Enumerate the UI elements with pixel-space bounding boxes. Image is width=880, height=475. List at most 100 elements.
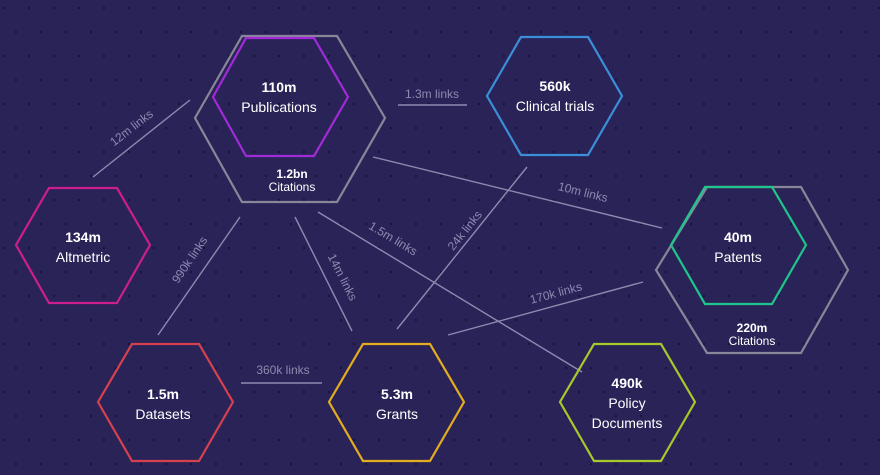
grid-dot [353,103,355,105]
grid-dot [865,79,867,81]
grid-dot [603,7,605,9]
grid-dot [190,271,192,273]
node-grants[interactable]: 5.3m Grants [327,342,466,463]
grid-dot [28,247,30,249]
grid-dot [115,223,117,225]
grid-dot [353,343,355,345]
grid-dot [153,103,155,105]
grid-dot [128,391,130,393]
grid-dot [415,319,417,321]
grid-dot [53,343,55,345]
grid-dot [3,55,5,57]
grid-dot [740,463,742,465]
node-policy-documents[interactable]: 490k Policy Documents [558,342,697,463]
grid-dot [3,199,5,201]
grid-dot [28,151,30,153]
grid-dot [103,247,105,249]
grid-dot [228,247,230,249]
node-publications[interactable]: 110m Publications 1.2bn Citations [193,34,387,204]
grid-dot [565,367,567,369]
grid-dot [340,175,342,177]
grid-dot [265,367,267,369]
edge-label-publications-clinical: 1.3m links [405,87,459,101]
grid-dot [590,415,592,417]
grid-dot [3,151,5,153]
grid-dot [640,319,642,321]
grid-dot [853,439,855,441]
grid-dot [578,343,580,345]
node-altmetric[interactable]: 134m Altmetric [14,186,152,305]
grid-dot [678,103,680,105]
grid-dot [428,247,430,249]
grid-dot [840,271,842,273]
grid-dot [528,199,530,201]
grid-dot [190,415,192,417]
grid-dot [653,55,655,57]
grid-dot [565,271,567,273]
grid-dot [290,31,292,33]
grid-dot [115,175,117,177]
grid-dot [190,127,192,129]
grid-dot [828,343,830,345]
grid-dot [415,223,417,225]
grid-dot [553,247,555,249]
grid-dot [140,463,142,465]
grid-dot [528,391,530,393]
grid-dot [53,7,55,9]
grid-dot [53,151,55,153]
grid-dot [453,439,455,441]
grid-dot [778,103,780,105]
clinical-trials-label: Clinical trials [516,98,595,114]
grid-dot [840,31,842,33]
grid-dot [178,151,180,153]
grid-dot [228,103,230,105]
grid-dot [640,271,642,273]
grid-dot [615,79,617,81]
grid-dot [28,7,30,9]
grid-dot [728,7,730,9]
grid-dot [540,271,542,273]
edge-clinical-grants [396,166,528,330]
grid-dot [65,367,67,369]
grid-dot [228,7,230,9]
grid-dot [565,415,567,417]
grid-dot [203,199,205,201]
grid-dot [140,367,142,369]
grid-dot [865,175,867,177]
edge-label-publications-patents: 10m links [557,179,610,205]
grid-dot [178,391,180,393]
grid-dot [128,295,130,297]
grid-dot [178,7,180,9]
grid-dot [815,415,817,417]
grid-dot [753,295,755,297]
grid-dot [165,367,167,369]
grid-dot [653,199,655,201]
grid-dot [690,367,692,369]
grid-dot [828,247,830,249]
grid-dot [540,463,542,465]
grid-dot [328,391,330,393]
grid-dot [840,415,842,417]
grid-dot [503,151,505,153]
grid-dot [290,415,292,417]
grid-dot [53,295,55,297]
grid-dot [703,295,705,297]
patents-citations-count: 220m [737,321,768,335]
grid-dot [840,175,842,177]
node-datasets[interactable]: 1.5m Datasets [96,342,235,463]
grid-dot [515,175,517,177]
grid-dot [578,151,580,153]
grid-dot [490,175,492,177]
grid-dot [240,79,242,81]
grid-dot [353,199,355,201]
grid-dot [315,271,317,273]
grid-dot [353,295,355,297]
grid-dot [90,463,92,465]
grid-dot [40,31,42,33]
grid-dot [378,391,380,393]
grid-dot [328,151,330,153]
node-clinical-trials[interactable]: 560k Clinical trials [485,35,624,157]
grid-dot [853,103,855,105]
node-patents[interactable]: 40m Patents 220m Citations [654,185,850,355]
